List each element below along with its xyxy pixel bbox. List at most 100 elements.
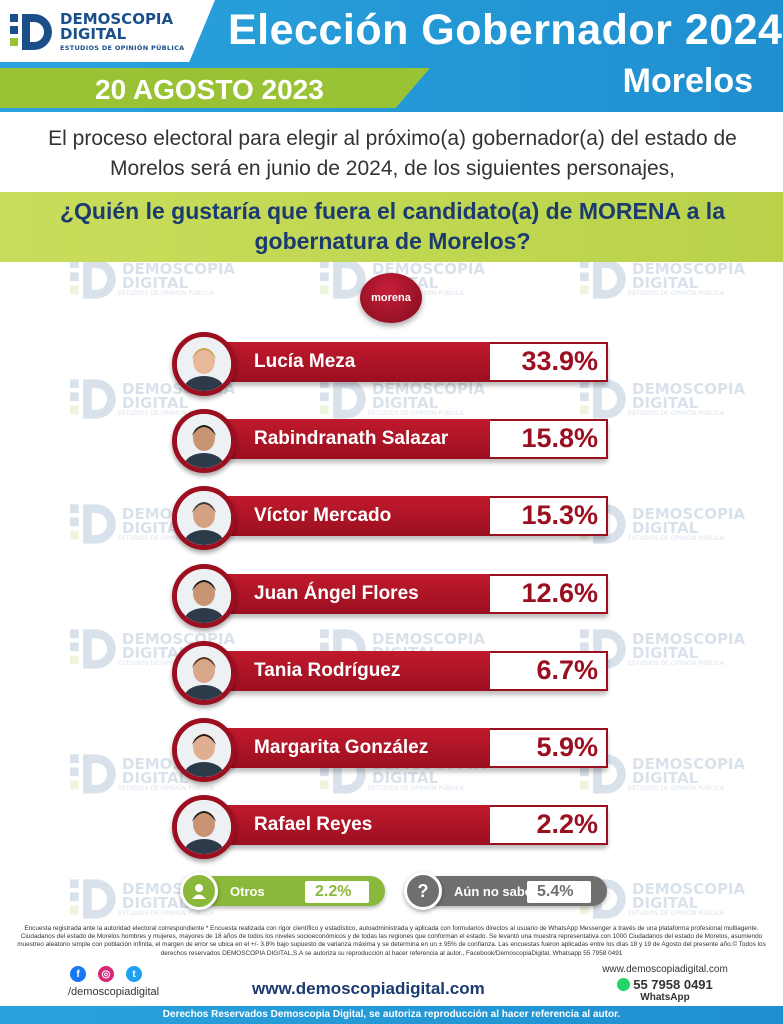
candidate-avatar [172,409,236,474]
bar-value-label: 2.2% [536,809,598,840]
intro-text: El proceso electoral para elegir al próx… [48,127,737,180]
watermark-line3: ESTUDIOS DE OPINIÓN PÚBLICA [628,909,724,917]
watermark-line3: ESTUDIOS DE OPINIÓN PÚBLICA [118,659,214,667]
watermark-line1: DEMOSCOPIA [632,259,746,278]
watermark-line2: DIGITAL [632,518,699,537]
party-logo-text: morena [371,292,411,304]
watermark-logo-icon [320,259,366,299]
candidate-bar: 15.8% Rabindranath Salazar [172,409,612,474]
person-icon [177,723,231,777]
survey-question: ¿Quién le gustaría que fuera el candidat… [59,198,725,254]
watermark-line3: ESTUDIOS DE OPINIÓN PÚBLICA [118,534,214,542]
whatsapp-label: WhatsApp [640,992,690,1003]
bar-value-box [490,728,608,768]
person-icon [177,568,231,623]
pill-value-box [527,881,591,903]
contact-phone: 55 7958 0491 [590,977,740,992]
person-icon [177,491,231,546]
watermark-line3: ESTUDIOS DE OPINIÓN PÚBLICA [368,784,464,792]
watermark-line1: DEMOSCOPIA [632,879,746,898]
candidate-avatar [172,486,236,551]
candidate-name: Tania Rodríguez [254,659,401,681]
watermark-line2: DIGITAL [632,893,699,912]
watermark-line1: DEMOSCOPIA [632,504,746,523]
person-icon [177,645,231,700]
watermark-line3: ESTUDIOS DE OPINIÓN PÚBLICA [118,289,214,297]
watermark-line3: ESTUDIOS DE OPINIÓN PÚBLICA [118,784,214,792]
watermark-line2: DIGITAL [372,393,439,412]
undecided-pill: ? Aún no sabe 5.4% [404,872,607,910]
social-handle[interactable]: /demoscopiadigital [68,986,160,998]
instagram-icon[interactable]: ◎ [98,966,114,982]
watermark-line2: DIGITAL [122,273,189,292]
bar-value-box [490,419,608,460]
phone-number: 55 7958 0491 [633,977,713,992]
watermark-line2: DIGITAL [632,393,699,412]
methodology-note: Encuesta registrada ante la autoridad el… [17,925,766,957]
watermark-line2: DIGITAL [632,768,699,787]
watermark-line1: DEMOSCOPIA [632,379,746,398]
brand-name-line1: DEMOSCOPIA [60,10,174,28]
watermark-logo-icon [580,379,626,419]
brand-tagline: ESTUDIOS DE OPINIÓN PÚBLICA [60,44,185,52]
candidate-bar: 6.7% Tania Rodríguez [172,640,612,705]
watermark-logo-icon [580,259,626,299]
bar-value-label: 5.9% [536,732,598,762]
watermark-line1: DEMOSCOPIA [372,379,486,398]
watermark-line3: ESTUDIOS DE OPINIÓN PÚBLICA [628,409,724,417]
brand-d-icon [10,10,54,54]
watermark-line3: ESTUDIOS DE OPINIÓN PÚBLICA [118,909,214,917]
bar-value-label: 15.8% [521,423,598,454]
contact-website[interactable]: www.demoscopiadigital.com [602,964,728,975]
facebook-icon[interactable]: f [70,966,86,982]
rights-notice: Derechos Reservados Demoscopia Digital, … [162,1009,621,1020]
contact-block: www.demoscopiadigital.com 55 7958 0491 W… [590,964,740,1003]
candidate-bar: 2.2% Rafael Reyes [172,795,612,860]
logo-background [0,0,215,62]
watermark-line2: DIGITAL [632,273,699,292]
user-icon [180,872,218,910]
brand-name-line2: DIGITAL [60,25,127,43]
watermark-line1: DEMOSCOPIA [122,259,236,278]
watermark-line1: DEMOSCOPIA [632,754,746,773]
bar-value-box [490,805,608,846]
watermark-logo-icon [320,379,366,419]
party-logo: morena [360,273,422,323]
candidate-avatar [172,332,236,396]
state-title: Morelos [622,62,753,100]
watermark-line2: DIGITAL [122,768,189,787]
social-icons: f ◎ t [70,966,142,982]
brand-logo: DEMOSCOPIA DIGITAL ESTUDIOS DE OPINIÓN P… [10,10,184,54]
twitter-icon[interactable]: t [126,966,142,982]
watermark-line3: ESTUDIOS DE OPINIÓN PÚBLICA [628,659,724,667]
watermark-line3: ESTUDIOS DE OPINIÓN PÚBLICA [628,534,724,542]
person-icon [177,414,231,469]
watermark-line3: ESTUDIOS DE OPINIÓN PÚBLICA [628,784,724,792]
candidate-bar: 15.3% Víctor Mercado [172,486,612,551]
watermark-logo-icon [70,629,116,669]
bar-value-label: 12.6% [521,577,598,608]
candidate-name: Rafael Reyes [254,814,373,836]
watermark-line1: DEMOSCOPIA [372,259,486,278]
whatsapp-icon [617,978,631,991]
watermark-line1: DEMOSCOPIA [632,629,746,648]
watermark-logo-icon [70,754,116,794]
candidate-name: Víctor Mercado [254,505,392,527]
bar-value-box [490,342,608,382]
watermark-logo-icon [70,504,116,544]
watermark-line3: ESTUDIOS DE OPINIÓN PÚBLICA [118,409,214,417]
watermark-line2: DIGITAL [372,768,439,787]
bar-value-label: 33.9% [521,346,598,376]
website-link[interactable]: www.demoscopiadigital.com [252,979,485,998]
candidate-name: Lucía Meza [254,351,356,372]
candidate-avatar [172,640,236,705]
watermark-line3: ESTUDIOS DE OPINIÓN PÚBLICA [368,409,464,417]
question-mark-icon: ? [404,872,442,910]
bar-value-label: 6.7% [536,654,598,685]
candidate-name: Margarita González [254,737,429,758]
bar-value-label: 15.3% [521,500,598,531]
